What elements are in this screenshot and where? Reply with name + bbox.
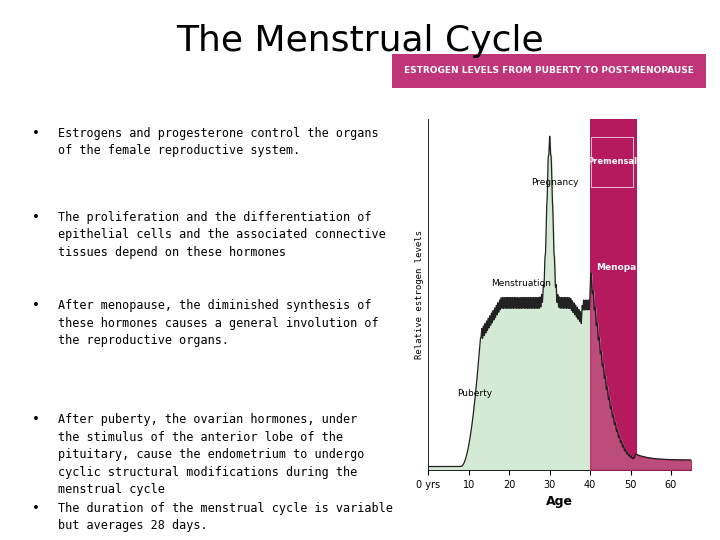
Text: ESTROGEN LEVELS FROM PUBERTY TO POST-MENOPAUSE: ESTROGEN LEVELS FROM PUBERTY TO POST-MEN… bbox=[404, 66, 694, 76]
Bar bbox=[392, 54, 706, 88]
Text: Menstruation: Menstruation bbox=[491, 279, 551, 288]
X-axis label: Age: Age bbox=[546, 495, 573, 508]
Text: •: • bbox=[32, 127, 40, 140]
Text: The Menstrual Cycle: The Menstrual Cycle bbox=[176, 24, 544, 58]
Text: •: • bbox=[32, 413, 40, 426]
Text: After puberty, the ovarian hormones, under
the stimulus of the anterior lobe of : After puberty, the ovarian hormones, und… bbox=[58, 413, 364, 496]
Text: Premensal: Premensal bbox=[587, 157, 637, 166]
Text: Menopause: Menopause bbox=[596, 262, 654, 272]
Text: The duration of the menstrual cycle is variable
but averages 28 days.: The duration of the menstrual cycle is v… bbox=[58, 502, 392, 532]
Text: •: • bbox=[32, 502, 40, 515]
Text: Puberty: Puberty bbox=[456, 389, 492, 399]
Text: Pregnancy: Pregnancy bbox=[531, 178, 579, 187]
Bar bbox=[590, 96, 636, 470]
Bar bbox=[591, 137, 633, 187]
Text: The proliferation and the differentiation of
epithelial cells and the associated: The proliferation and the differentiatio… bbox=[58, 211, 385, 259]
Text: •: • bbox=[32, 299, 40, 312]
Text: After menopause, the diminished synthesis of
these hormones causes a general inv: After menopause, the diminished synthesi… bbox=[58, 299, 378, 347]
Text: Estrogens and progesterone control the organs
of the female reproductive system.: Estrogens and progesterone control the o… bbox=[58, 127, 378, 157]
Text: •: • bbox=[32, 211, 40, 224]
Y-axis label: Relative estrogen levels: Relative estrogen levels bbox=[415, 230, 424, 359]
